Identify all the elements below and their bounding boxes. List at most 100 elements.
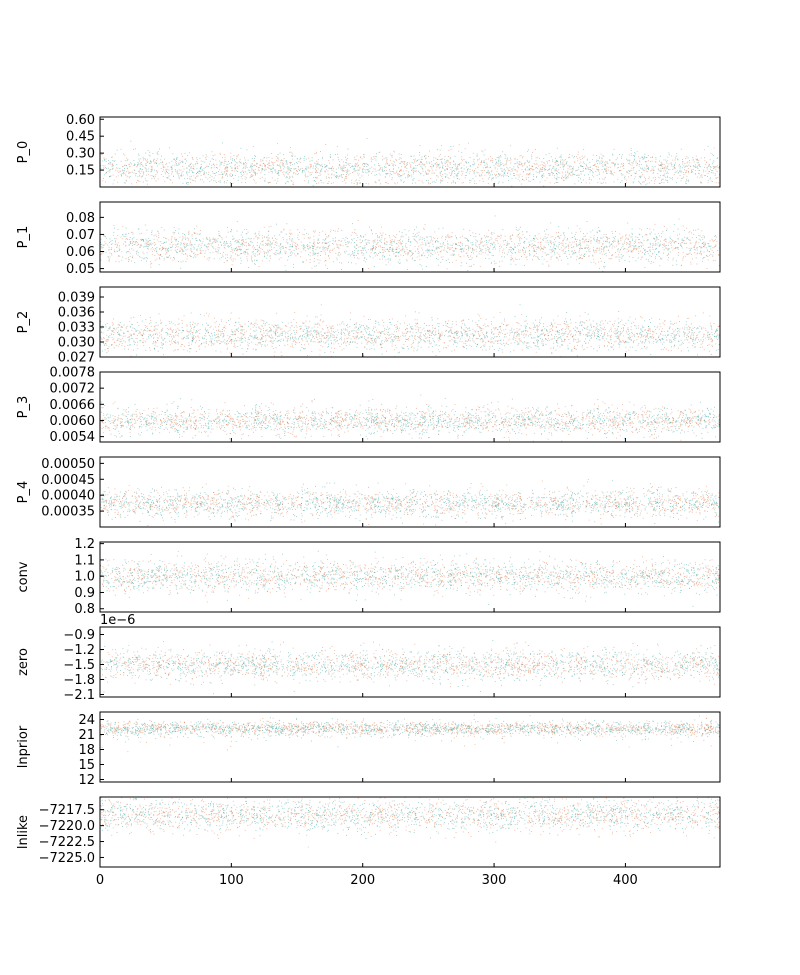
sample-point xyxy=(478,253,480,255)
sample-point xyxy=(346,238,348,239)
sample-point xyxy=(262,237,263,239)
sample-point xyxy=(245,238,247,240)
sample-point xyxy=(614,163,616,165)
sample-point xyxy=(510,173,511,175)
sample-point xyxy=(244,164,246,166)
sample-point xyxy=(258,169,260,171)
sample-point xyxy=(490,160,491,162)
sample-point xyxy=(620,249,622,250)
sample-point xyxy=(529,165,530,167)
sample-point xyxy=(664,173,666,175)
sample-point xyxy=(375,170,377,172)
sample-point xyxy=(359,166,361,168)
sample-point xyxy=(557,235,558,237)
sample-point xyxy=(550,242,552,244)
sample-point xyxy=(718,167,720,169)
sample-point xyxy=(502,163,504,165)
sample-point xyxy=(344,251,346,253)
sample-point xyxy=(408,253,409,255)
sample-point xyxy=(325,234,326,235)
sample-point xyxy=(392,171,394,172)
sample-point xyxy=(392,160,394,162)
sample-point xyxy=(109,169,111,171)
sample-point xyxy=(617,241,619,243)
sample-point xyxy=(180,175,181,177)
sample-point xyxy=(662,174,664,176)
sample-point xyxy=(504,174,506,176)
sample-point xyxy=(633,181,635,183)
sample-point xyxy=(412,179,414,181)
sample-point xyxy=(455,235,456,237)
sample-point xyxy=(548,160,550,162)
sample-point xyxy=(209,237,210,239)
sample-point xyxy=(507,173,508,174)
sample-point xyxy=(129,241,131,243)
sample-point xyxy=(644,153,646,155)
sample-point xyxy=(341,229,343,231)
sample-point xyxy=(456,175,458,177)
sample-point xyxy=(536,163,538,165)
sample-point xyxy=(384,242,385,244)
sample-point xyxy=(472,250,474,252)
sample-point xyxy=(155,243,157,245)
sample-point xyxy=(674,159,676,161)
sample-point xyxy=(285,241,287,243)
sample-point xyxy=(305,173,306,175)
sample-point xyxy=(191,243,192,245)
sample-point xyxy=(715,177,717,179)
sample-point xyxy=(327,249,328,251)
sample-point xyxy=(511,249,512,251)
sample-point xyxy=(335,175,337,177)
sample-point xyxy=(454,163,456,165)
sample-point xyxy=(258,167,260,169)
sample-point xyxy=(473,163,475,165)
sample-point xyxy=(644,253,646,255)
sample-point xyxy=(250,175,252,177)
sample-point xyxy=(110,163,111,165)
sample-point xyxy=(393,165,394,167)
sample-point xyxy=(258,254,260,255)
sample-point xyxy=(580,161,582,163)
sample-point xyxy=(161,155,162,157)
sample-point xyxy=(231,162,232,163)
sample-point xyxy=(468,265,470,267)
sample-point xyxy=(223,247,225,248)
sample-point xyxy=(516,259,518,260)
sample-point xyxy=(379,174,381,176)
sample-point xyxy=(401,170,402,172)
sample-point xyxy=(315,172,316,173)
sample-point xyxy=(307,246,309,247)
sample-point xyxy=(456,238,458,240)
sample-point xyxy=(141,176,143,177)
sample-point xyxy=(285,183,286,185)
sample-point xyxy=(199,167,201,169)
sample-point xyxy=(283,165,285,167)
sample-point xyxy=(635,160,637,162)
sample-point xyxy=(178,175,180,177)
sample-point xyxy=(331,167,332,169)
sample-point xyxy=(288,249,290,251)
sample-point xyxy=(209,176,211,178)
sample-point xyxy=(674,241,676,243)
sample-point xyxy=(587,168,589,170)
sample-point xyxy=(128,251,130,253)
sample-point xyxy=(232,174,233,176)
sample-point xyxy=(175,230,177,231)
sample-point xyxy=(246,173,248,175)
sample-point xyxy=(678,171,680,173)
sample-point xyxy=(578,166,580,168)
sample-point xyxy=(598,169,600,171)
sample-point xyxy=(566,178,568,180)
sample-point xyxy=(223,240,225,242)
sample-point xyxy=(413,238,415,240)
sample-point xyxy=(354,170,356,172)
sample-point xyxy=(709,240,711,242)
sample-point xyxy=(238,242,240,244)
sample-point xyxy=(592,172,594,174)
sample-point xyxy=(456,248,458,250)
sample-point xyxy=(680,180,682,182)
sample-point xyxy=(189,170,191,172)
sample-point xyxy=(314,252,316,254)
sample-point xyxy=(540,241,542,243)
sample-point xyxy=(168,239,170,241)
